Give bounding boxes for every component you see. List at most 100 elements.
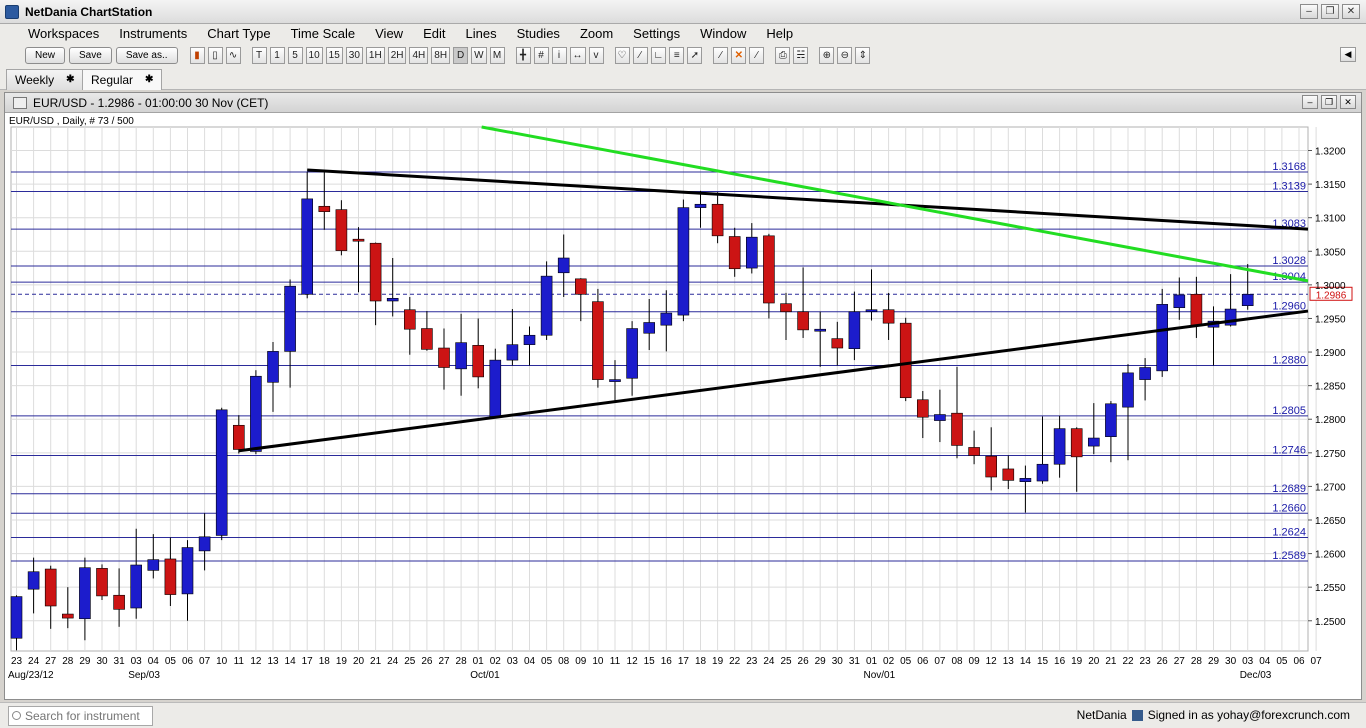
chart-window-controls: – ❐ ✕ bbox=[1302, 95, 1356, 109]
x-tick-label: 25 bbox=[404, 656, 416, 667]
save-button[interactable]: Save bbox=[69, 46, 112, 64]
menu-time-scale[interactable]: Time Scale bbox=[290, 26, 356, 41]
statusbar: NetDania Signed in as yohay@forexcrunch.… bbox=[0, 702, 1366, 728]
save-as-button[interactable]: Save as.. bbox=[115, 46, 178, 64]
timeframe-15m[interactable]: 15 bbox=[325, 46, 343, 64]
timeframe-daily[interactable]: D bbox=[453, 46, 469, 64]
level-label: 1.2589 bbox=[1272, 550, 1306, 562]
candle-body bbox=[1122, 372, 1134, 408]
menu-settings[interactable]: Settings bbox=[633, 26, 681, 41]
candle-body bbox=[882, 309, 895, 324]
menu-lines[interactable]: Lines bbox=[465, 26, 497, 41]
candle-body bbox=[523, 334, 536, 345]
menu-zoom[interactable]: Zoom bbox=[579, 26, 614, 41]
candle-body bbox=[985, 455, 998, 478]
candle-body bbox=[1088, 437, 1100, 447]
menu-help[interactable]: Help bbox=[766, 26, 794, 41]
y-tick-label: 1.2550 bbox=[1315, 583, 1346, 594]
candle-body bbox=[814, 328, 827, 332]
app-title: NetDania ChartStation bbox=[25, 4, 153, 19]
plot-area bbox=[10, 126, 1309, 652]
y-tick-label: 1.3000 bbox=[1315, 281, 1346, 292]
timeframe-1m[interactable]: 1 bbox=[269, 46, 285, 64]
x-tick-label: 11 bbox=[234, 656, 245, 667]
x-tick-label: 22 bbox=[729, 656, 741, 667]
new-button[interactable]: New bbox=[25, 46, 66, 64]
print-icon[interactable]: ⎙ bbox=[775, 46, 791, 64]
crosshair-icon[interactable]: ╋ bbox=[515, 46, 531, 64]
pointer-icon[interactable]: ➚ bbox=[687, 46, 703, 64]
line-chart-icon[interactable]: ∿ bbox=[225, 46, 241, 64]
level-label: 1.2880 bbox=[1272, 354, 1306, 366]
menu-window[interactable]: Window bbox=[700, 26, 747, 41]
chart-minimize-button[interactable]: – bbox=[1302, 95, 1318, 109]
tab-regular[interactable]: Regular ✱ bbox=[82, 69, 163, 90]
timeframe-30m[interactable]: 30 bbox=[345, 46, 363, 64]
app-titlebar: NetDania ChartStation – ❐ ✕ bbox=[0, 0, 1366, 24]
x-tick-label: 14 bbox=[285, 656, 297, 667]
menu-view[interactable]: View bbox=[375, 26, 404, 41]
x-tick-label: 05 bbox=[541, 656, 553, 667]
fibonacci-icon[interactable]: ≡ bbox=[669, 46, 685, 64]
candle-body bbox=[1105, 403, 1117, 437]
candle-body bbox=[438, 347, 450, 368]
timeframe-2h[interactable]: 2H bbox=[387, 46, 407, 64]
x-tick-label: 04 bbox=[148, 656, 160, 667]
trendline-icon[interactable]: ∕ bbox=[632, 46, 648, 64]
search-icon bbox=[12, 711, 21, 720]
status-brand: NetDania bbox=[1076, 708, 1127, 722]
erase-icon[interactable]: ∕ bbox=[749, 46, 765, 64]
y-tick-label: 1.2850 bbox=[1315, 382, 1346, 393]
bell-icon[interactable]: ♡ bbox=[614, 46, 630, 64]
candle-body bbox=[10, 596, 23, 639]
close-button[interactable]: ✕ bbox=[1342, 4, 1360, 19]
chart-close-button[interactable]: ✕ bbox=[1340, 95, 1356, 109]
menu-instruments[interactable]: Instruments bbox=[119, 26, 188, 41]
menu-workspaces[interactable]: Workspaces bbox=[28, 26, 100, 41]
search-input[interactable] bbox=[9, 707, 152, 725]
chart-restore-button[interactable]: ❐ bbox=[1321, 95, 1337, 109]
bar-chart-icon[interactable]: ▮ bbox=[189, 46, 205, 64]
timeframe-tick[interactable]: T bbox=[251, 46, 267, 64]
print-preview-icon[interactable]: ☵ bbox=[793, 46, 809, 64]
zoom-out-icon[interactable]: ⊖ bbox=[837, 46, 853, 64]
delete-drawings-icon[interactable]: ✕ bbox=[731, 46, 747, 64]
volume-icon[interactable]: v bbox=[588, 46, 604, 64]
trendline bbox=[481, 125, 1309, 283]
candle-body bbox=[250, 375, 262, 452]
x-tick-label: 24 bbox=[28, 656, 40, 667]
timeframe-4h[interactable]: 4H bbox=[409, 46, 429, 64]
candle-body bbox=[797, 311, 809, 331]
timeframe-10m[interactable]: 10 bbox=[305, 46, 323, 64]
menu-studies[interactable]: Studies bbox=[516, 26, 560, 41]
timeframe-1h[interactable]: 1H bbox=[365, 46, 385, 64]
menu-edit[interactable]: Edit bbox=[423, 26, 446, 41]
timeframe-8h[interactable]: 8H bbox=[431, 46, 451, 64]
zoom-in-icon[interactable]: ⊕ bbox=[819, 46, 835, 64]
candle-body bbox=[677, 207, 690, 316]
candle-body bbox=[1036, 463, 1049, 482]
price-chart[interactable]: 1.31681.31391.30831.30281.30041.29601.28… bbox=[5, 113, 1361, 699]
timeframe-5m[interactable]: 5 bbox=[287, 46, 303, 64]
tab-close-icon[interactable]: ✱ bbox=[145, 74, 154, 85]
restore-button[interactable]: ❐ bbox=[1321, 4, 1339, 19]
search-box[interactable] bbox=[8, 706, 153, 726]
fit-icon[interactable]: ⇕ bbox=[855, 46, 871, 64]
candle-body bbox=[215, 409, 228, 536]
scroll-arrows-icon[interactable]: ↔ bbox=[569, 46, 586, 64]
tab-weekly[interactable]: Weekly ✱ bbox=[6, 69, 84, 90]
grid-icon[interactable]: # bbox=[533, 46, 549, 64]
chart-info: EUR/USD , Daily, # 73 / 500 bbox=[9, 116, 134, 127]
timeframe-monthly[interactable]: M bbox=[489, 46, 505, 64]
draw-line-icon[interactable]: ∕ bbox=[713, 46, 729, 64]
collapse-panel-icon[interactable]: ◀ bbox=[1340, 47, 1356, 62]
timeframe-weekly[interactable]: W bbox=[471, 46, 487, 64]
fan-icon[interactable]: ∟ bbox=[650, 46, 667, 64]
x-tick-label: 15 bbox=[1037, 656, 1049, 667]
menu-chart-type[interactable]: Chart Type bbox=[207, 26, 271, 41]
info-icon[interactable]: i bbox=[551, 46, 567, 64]
tab-close-icon[interactable]: ✱ bbox=[66, 74, 75, 85]
candlestick-icon[interactable]: ▯ bbox=[207, 46, 223, 64]
x-tick-label: 06 bbox=[917, 656, 929, 667]
minimize-button[interactable]: – bbox=[1300, 4, 1318, 19]
